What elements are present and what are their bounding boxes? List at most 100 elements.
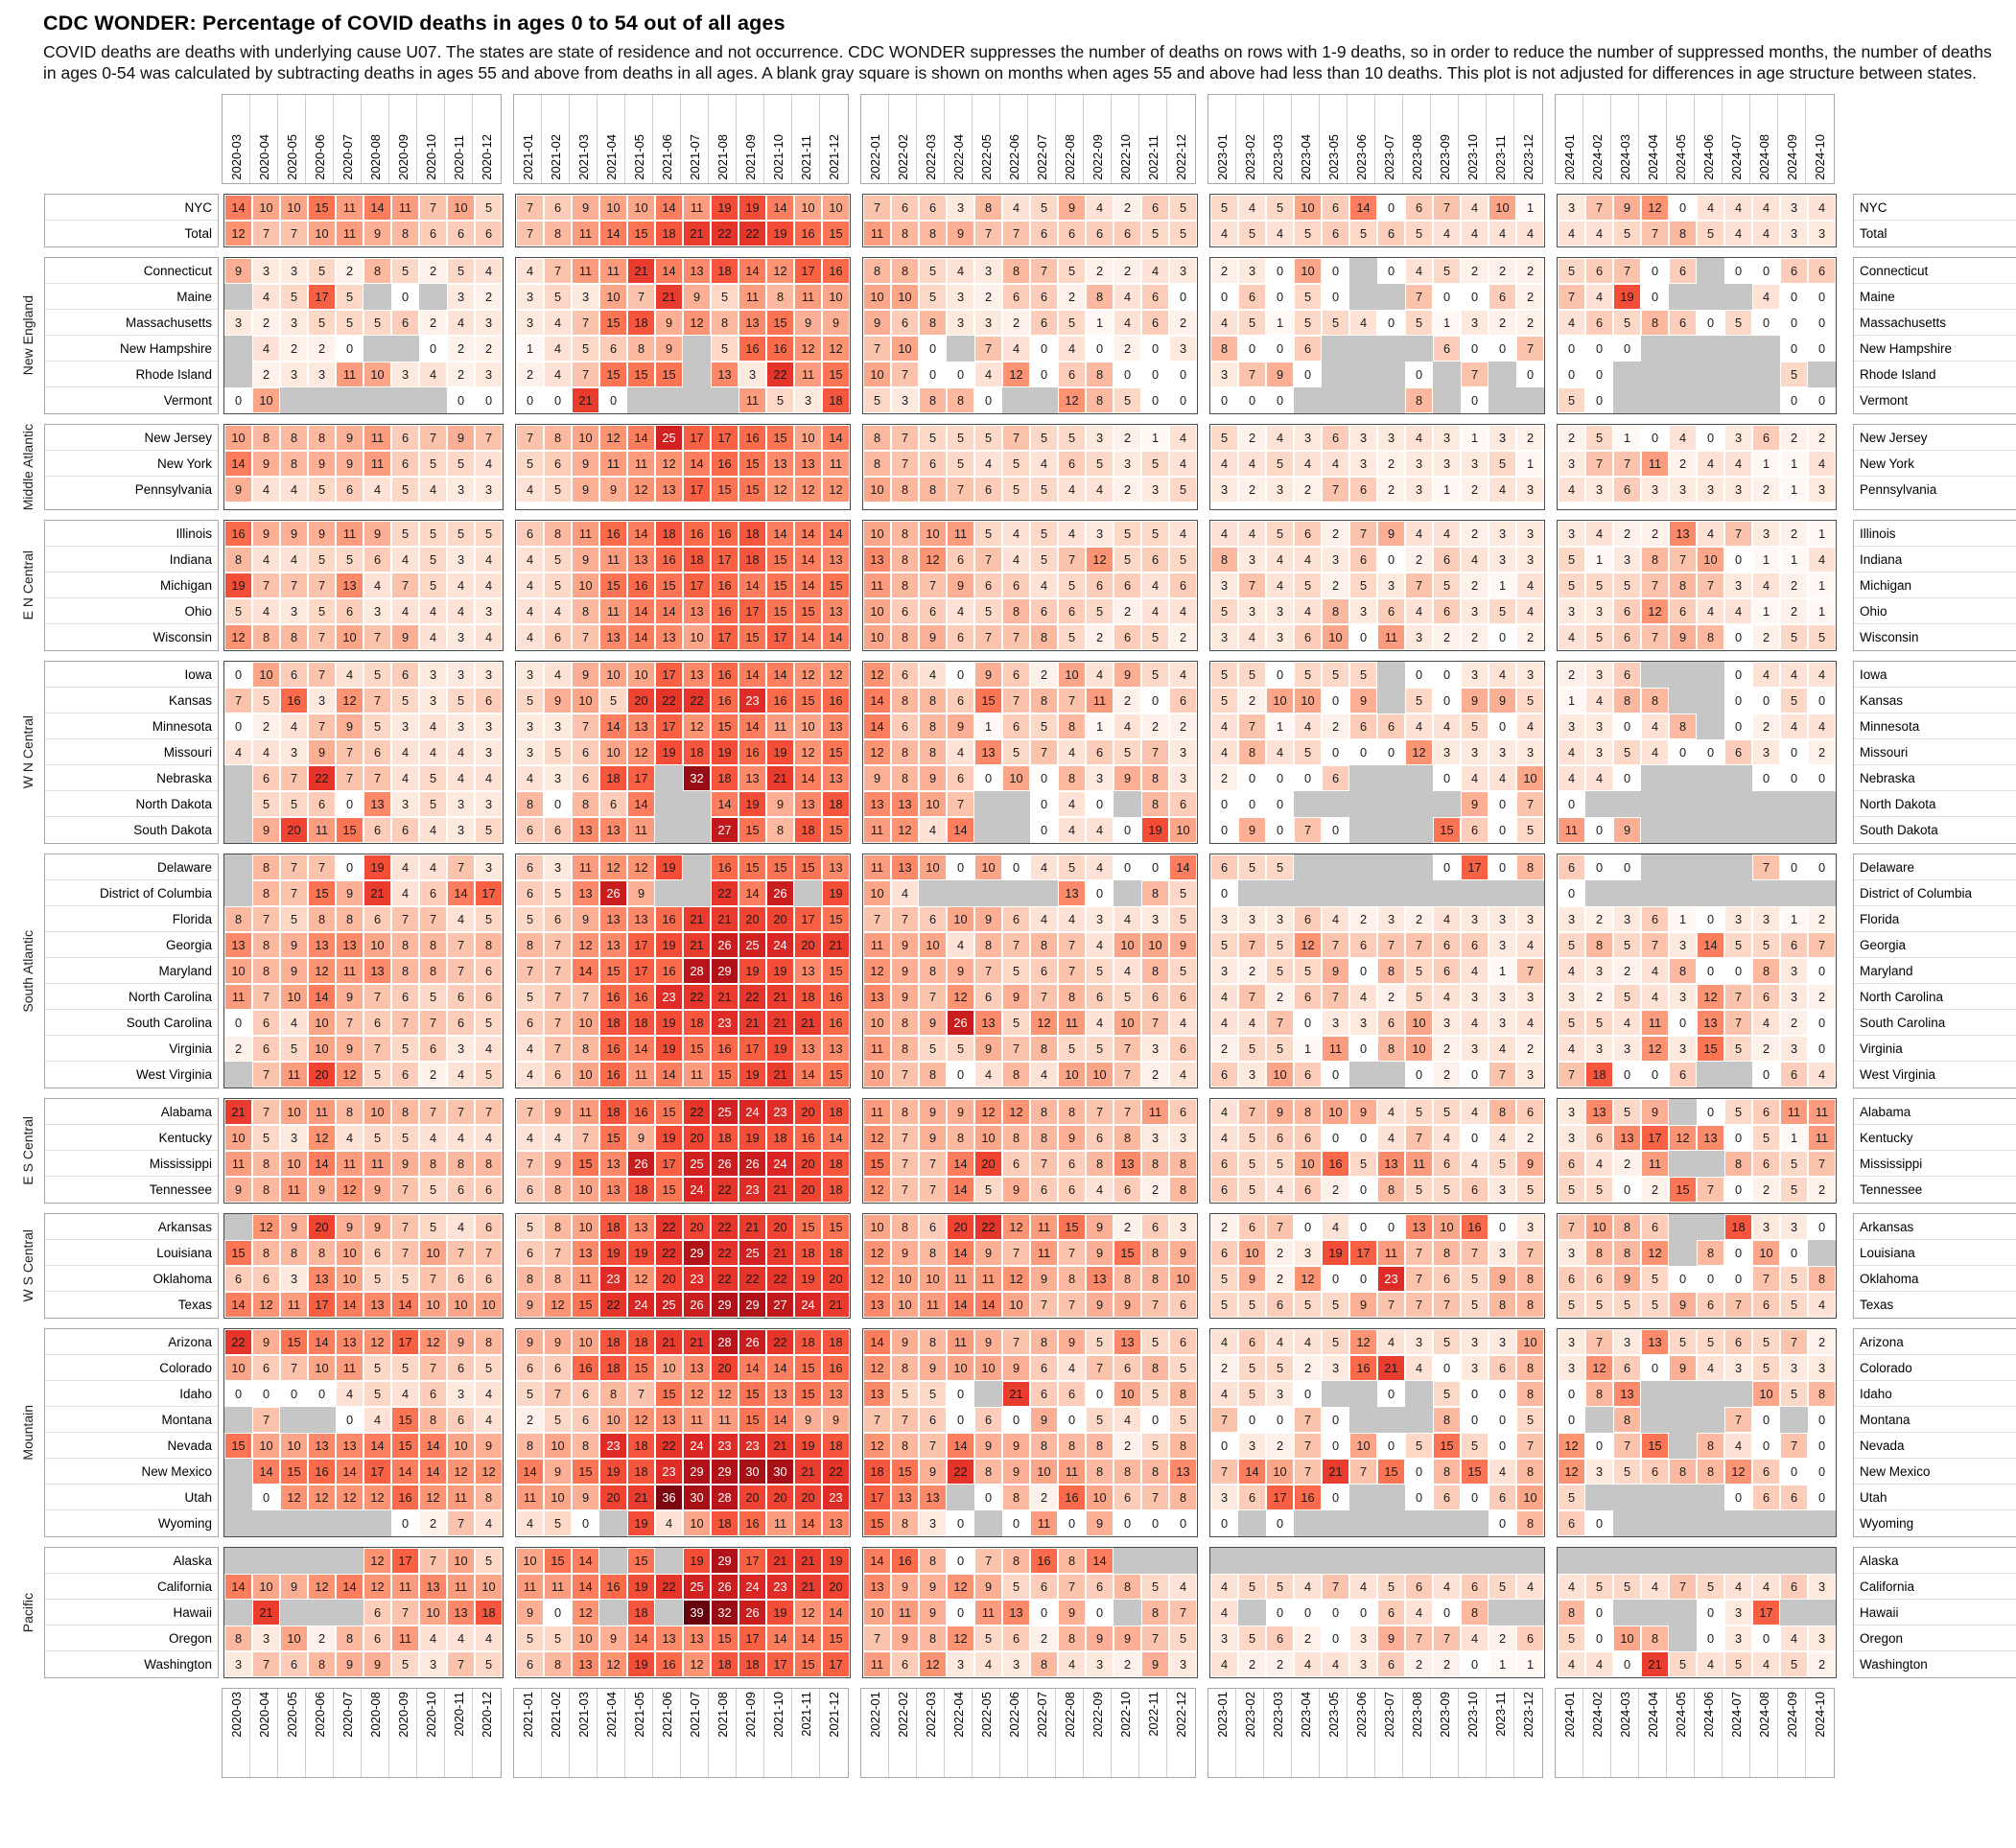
heatmap-cell (336, 1548, 363, 1575)
heatmap-cell: 6 (419, 220, 447, 246)
heatmap-cell: 12 (599, 854, 627, 881)
heatmap-cell: 23 (599, 1266, 627, 1293)
month-label-cell: 2024-09 (1778, 1689, 1806, 1778)
heatmap-cell: 16 (1322, 1151, 1349, 1178)
heatmap-cell: 1 (1266, 713, 1294, 740)
heatmap-cell: 6 (1002, 1151, 1030, 1178)
heatmap-cell: 4 (1030, 906, 1058, 933)
heatmap-cell: 0 (1210, 386, 1238, 413)
heatmap-cell: 15 (1377, 1459, 1405, 1485)
heatmap-row: 7 10 0 7 4 0 4 0 2 0 3 (863, 335, 1197, 362)
heatmap-cell: 0 (1294, 1600, 1322, 1626)
heatmap-cell: 0 (1558, 791, 1585, 818)
heatmap-cell: 4 (544, 1125, 572, 1152)
heatmap-cell: 9 (1669, 1292, 1697, 1319)
heatmap-cell (1780, 880, 1808, 907)
heatmap-cell: 7 (627, 1381, 655, 1408)
heatmap-cell: 19 (738, 791, 766, 818)
month-label-cell: 2023-09 (1431, 1689, 1459, 1778)
heatmap-cell: 4 (1294, 547, 1322, 573)
heatmap-cell: 4 (544, 662, 572, 689)
heatmap-cell: 15 (391, 1407, 419, 1434)
heatmap-cell: 6 (280, 1651, 308, 1678)
heatmap-cell: 7 (544, 1381, 572, 1408)
heatmap-cell: 10 (599, 1407, 627, 1434)
heatmap-cell: 8 (1377, 958, 1405, 985)
heatmap-row: 12 10 10 11 11 12 9 8 13 8 8 10 (863, 1266, 1197, 1293)
heatmap-cell: 1 (1780, 1125, 1808, 1152)
heatmap-cell: 8 (252, 880, 280, 907)
month-label: 2023-06 (1353, 134, 1369, 180)
heatmap-cell: 4 (1752, 220, 1780, 246)
heatmap-cell: 1 (1752, 547, 1780, 573)
heatmap-cell (363, 283, 391, 310)
heatmap-cell: 23 (738, 688, 766, 714)
heatmap-row: 3 7 9 12 0 4 4 4 3 4 (1558, 194, 1836, 221)
heatmap-cell: 4 (1058, 521, 1086, 548)
heatmap-cell: 11 (627, 1062, 655, 1088)
heatmap-cell: 12 (863, 1355, 891, 1382)
heatmap-cell: 2 (1210, 1214, 1238, 1241)
heatmap-cell: 4 (419, 598, 447, 625)
state-label: Kansas (1854, 688, 2016, 714)
month-label: 2020-08 (367, 134, 383, 180)
heatmap-cell: 22 (766, 361, 794, 387)
heatmap-cell: 2 (1641, 521, 1669, 548)
heatmap-cell: 14 (766, 1626, 794, 1652)
heatmap-cell: 8 (891, 476, 919, 503)
heatmap-row: 12 7 7 14 5 9 6 6 4 6 2 8 (863, 1177, 1197, 1204)
heatmap-cell: 17 (627, 958, 655, 985)
heatmap-cell: 0 (1377, 739, 1405, 766)
heatmap-cell: 11 (863, 573, 891, 599)
state-label: Maryland (45, 958, 218, 985)
heatmap-cell: 4 (1516, 932, 1544, 959)
region-band-e-n-central: E N Central Illinois Indiana Michigan Ohio Wi… (12, 520, 2016, 652)
heatmap-cell: 19 (655, 1125, 683, 1152)
heatmap-cell: 5 (1349, 220, 1377, 246)
heatmap-cell: 16 (683, 521, 711, 548)
heatmap-cell: 4 (1697, 598, 1724, 625)
heatmap-cell: 14 (766, 194, 794, 221)
heatmap-cell: 8 (308, 1651, 336, 1678)
heatmap-cell: 4 (1405, 424, 1433, 451)
heatmap-cell: 18 (711, 1510, 738, 1537)
heatmap-cell: 4 (1113, 906, 1141, 933)
month-label: 2024-03 (1617, 1692, 1632, 1738)
heatmap-cell: 9 (252, 817, 280, 844)
heatmap-cell: 11 (794, 361, 822, 387)
heatmap-cell: 9 (891, 1240, 919, 1267)
heatmap-cell (1697, 1381, 1724, 1408)
heatmap-cell: 5 (1516, 1177, 1544, 1204)
heatmap-group-2020: 12 9 20 9 9 7 5 4 6 15 8 8 8 10 6 7 10 7 7 6 6 3 13 10 5 5 7 6 6 14 12… (223, 1213, 504, 1320)
heatmap-cell: 24 (738, 1574, 766, 1601)
state-label: NYC (1854, 195, 2016, 221)
heatmap-cell: 11 (683, 1062, 711, 1088)
heatmap-cell: 9 (544, 688, 572, 714)
heatmap-cell: 4 (1669, 424, 1697, 451)
heatmap-cell: 7 (863, 1626, 891, 1652)
heatmap-cell: 6 (1002, 662, 1030, 689)
heatmap-cell: 3 (1349, 1651, 1377, 1678)
heatmap-cell: 9 (280, 958, 308, 985)
heatmap-cell: 5 (1613, 1459, 1641, 1485)
heatmap-cell: 9 (919, 624, 947, 651)
heatmap-cell: 29 (738, 1292, 766, 1319)
heatmap-cell: 7 (1669, 547, 1697, 573)
heatmap-cell: 9 (308, 521, 336, 548)
heatmap-cell: 6 (1002, 573, 1030, 599)
heatmap-cell (1377, 283, 1405, 310)
month-label: 2022-09 (1090, 1692, 1105, 1738)
heatmap-cell: 4 (1808, 547, 1836, 573)
heatmap-cell: 0 (1238, 1407, 1266, 1434)
heatmap-cell: 2 (1086, 257, 1113, 284)
heatmap-cell (1489, 1548, 1516, 1575)
heatmap-cell: 8 (1058, 765, 1086, 792)
heatmap-cell: 4 (252, 476, 280, 503)
heatmap-cell: 10 (419, 1292, 447, 1319)
heatmap-cell: 0 (1433, 1355, 1461, 1382)
heatmap-cell: 3 (447, 283, 475, 310)
heatmap-cell: 5 (1210, 1266, 1238, 1293)
heatmap-cell: 5 (1516, 688, 1544, 714)
